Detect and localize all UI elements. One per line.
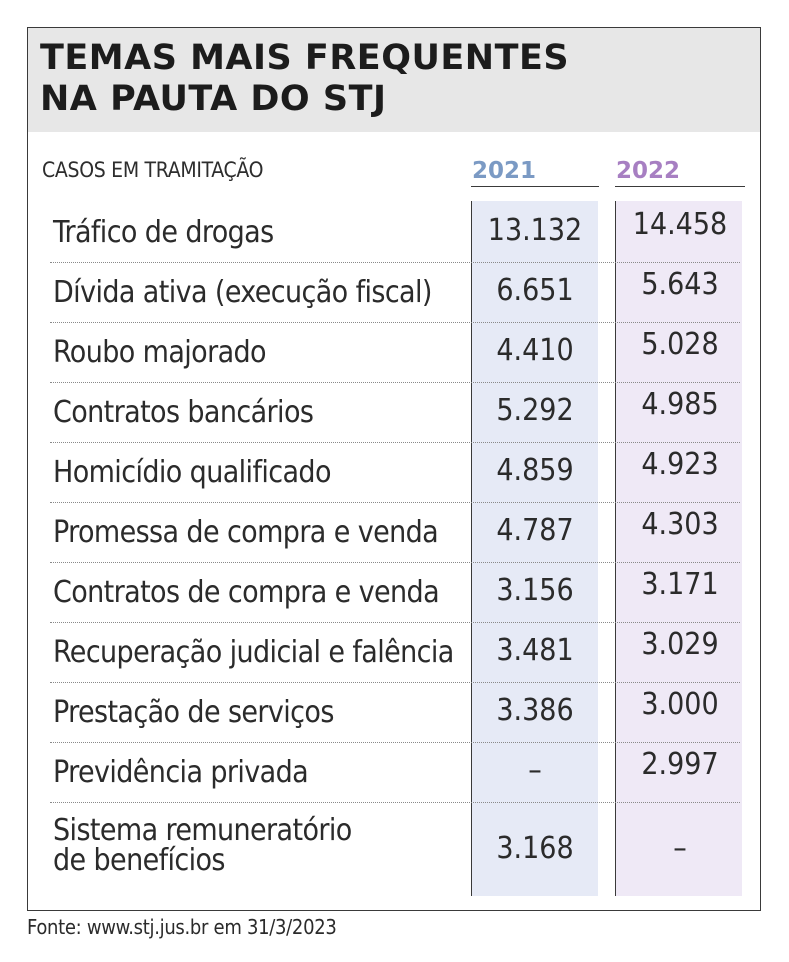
column-2021-background bbox=[471, 201, 598, 896]
row-label: Homicídio qualificado bbox=[53, 455, 331, 490]
value-2021: 4.859 bbox=[496, 453, 574, 488]
column-header-2021: 2021 bbox=[472, 158, 537, 184]
table-row: Previdência privada – 2.997 bbox=[50, 742, 740, 803]
value-2022: – bbox=[673, 831, 687, 866]
source-note: Fonte: www.stj.jus.br em 31/3/2023 bbox=[27, 915, 337, 939]
column-2022-background bbox=[615, 201, 742, 896]
value-2021: – bbox=[528, 753, 542, 788]
row-label: Tráfico de drogas bbox=[53, 215, 274, 250]
header-rule-2021 bbox=[471, 186, 599, 187]
row-label: Contratos de compra e venda bbox=[53, 575, 440, 610]
table-row: Prestação de serviços 3.386 3.000 bbox=[50, 682, 740, 743]
value-2022: 4.923 bbox=[641, 447, 719, 482]
table-row: Sistema remuneratório de benefícios 3.168 – bbox=[50, 802, 740, 895]
table-subtitle: CASOS EM TRAMITAÇÃO bbox=[42, 158, 264, 182]
row-label: Prestação de serviços bbox=[53, 695, 334, 730]
value-2022: 14.458 bbox=[632, 207, 728, 242]
value-2021: 4.787 bbox=[496, 513, 574, 548]
row-label: Contratos bancários bbox=[53, 395, 314, 430]
chart-title: TEMAS MAIS FREQUENTES NA PAUTA DO STJ bbox=[40, 38, 569, 120]
value-2021: 5.292 bbox=[496, 393, 574, 428]
row-label: Roubo majorado bbox=[53, 335, 267, 370]
table-row: Homicídio qualificado 4.859 4.923 bbox=[50, 442, 740, 503]
table-row: Tráfico de drogas 13.132 14.458 bbox=[50, 202, 740, 263]
table-row: Recuperação judicial e falência 3.481 3.02… bbox=[50, 622, 740, 683]
table-row: Contratos de compra e venda 3.156 3.171 bbox=[50, 562, 740, 623]
value-2022: 3.171 bbox=[641, 567, 719, 602]
value-2021: 3.156 bbox=[496, 573, 574, 608]
row-label: Recuperação judicial e falência bbox=[53, 635, 454, 670]
value-2022: 5.643 bbox=[641, 267, 719, 302]
table-row: Dívida ativa (execução fiscal) 6.651 5.643 bbox=[50, 262, 740, 323]
value-2021: 6.651 bbox=[496, 273, 574, 308]
value-2021: 3.481 bbox=[496, 633, 574, 668]
row-label: Dívida ativa (execução fiscal) bbox=[53, 275, 432, 310]
row-label: Previdência privada bbox=[53, 755, 309, 790]
value-2022: 4.985 bbox=[641, 387, 719, 422]
table-row: Roubo majorado 4.410 5.028 bbox=[50, 322, 740, 383]
table-card: TEMAS MAIS FREQUENTES NA PAUTA DO STJ CA… bbox=[27, 27, 761, 911]
title-line-1: TEMAS MAIS FREQUENTES bbox=[40, 38, 570, 78]
header-rule-2022 bbox=[615, 186, 745, 187]
value-2022: 3.000 bbox=[641, 687, 719, 722]
title-box: TEMAS MAIS FREQUENTES NA PAUTA DO STJ bbox=[28, 28, 760, 132]
row-label: Promessa de compra e venda bbox=[53, 515, 439, 550]
value-2021: 13.132 bbox=[487, 213, 583, 248]
row-label: Sistema remuneratório de benefícios bbox=[53, 816, 352, 876]
value-2022: 2.997 bbox=[641, 747, 719, 782]
row-label-line: Sistema remuneratório bbox=[53, 813, 352, 848]
table-row: Contratos bancários 5.292 4.985 bbox=[50, 382, 740, 443]
value-2022: 3.029 bbox=[641, 627, 719, 662]
value-2021: 3.168 bbox=[496, 831, 574, 866]
value-2022: 4.303 bbox=[641, 507, 719, 542]
value-2022: 5.028 bbox=[641, 327, 719, 362]
value-2021: 3.386 bbox=[496, 693, 574, 728]
title-line-2: NA PAUTA DO STJ bbox=[40, 79, 387, 119]
row-label-line: de benefícios bbox=[53, 843, 226, 878]
table-row: Promessa de compra e venda 4.787 4.303 bbox=[50, 502, 740, 563]
column-header-2022: 2022 bbox=[616, 158, 681, 184]
value-2021: 4.410 bbox=[496, 333, 574, 368]
